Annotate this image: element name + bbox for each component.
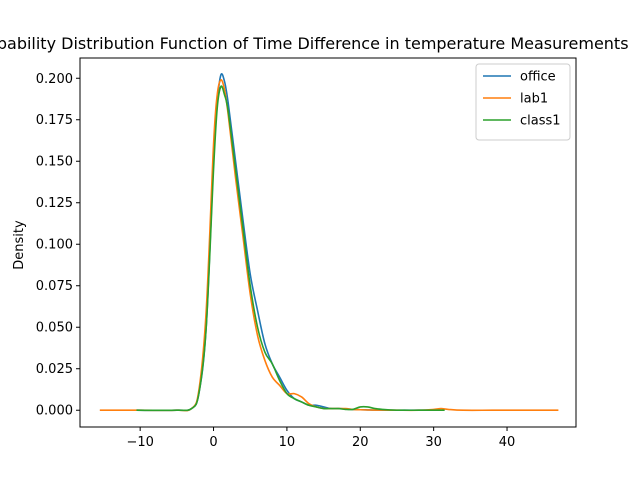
x-tick-label: 40 xyxy=(499,435,516,450)
plot-lines xyxy=(99,72,559,412)
plot-frame xyxy=(79,57,577,428)
x-tick-label: 10 xyxy=(279,435,296,450)
x-tick-label: 20 xyxy=(352,435,369,450)
series-line-class1 xyxy=(136,85,445,412)
x-axis: −10 0 10 20 30 40 xyxy=(126,427,515,450)
legend-box xyxy=(475,63,571,141)
chart-title: Probability Distribution Function of Tim… xyxy=(0,34,629,53)
x-tick-label: 30 xyxy=(425,435,442,450)
y-axis-label: Density xyxy=(12,220,27,270)
legend-label-class1: class1 xyxy=(520,114,561,129)
legend-label-lab1: lab1 xyxy=(520,92,548,107)
y-tick-label: 0.000 xyxy=(36,404,73,419)
y-tick-label: 0.050 xyxy=(36,321,73,336)
legend: office lab1 class1 xyxy=(475,63,571,141)
y-tick-label: 0.175 xyxy=(36,113,73,128)
y-tick-label: 0.100 xyxy=(36,238,73,253)
y-tick-label: 0.075 xyxy=(36,279,73,294)
y-axis: 0.000 0.025 0.050 0.075 0.100 0.125 0.150 0.175… xyxy=(36,72,80,419)
y-tick-label: 0.125 xyxy=(36,196,73,211)
y-tick-label: 0.150 xyxy=(36,155,73,170)
x-tick-label: 0 xyxy=(209,435,217,450)
x-tick-label: −10 xyxy=(126,435,153,450)
legend-label-office: office xyxy=(520,70,556,85)
y-tick-label: 0.200 xyxy=(36,72,73,87)
y-tick-label: 0.025 xyxy=(36,362,73,377)
